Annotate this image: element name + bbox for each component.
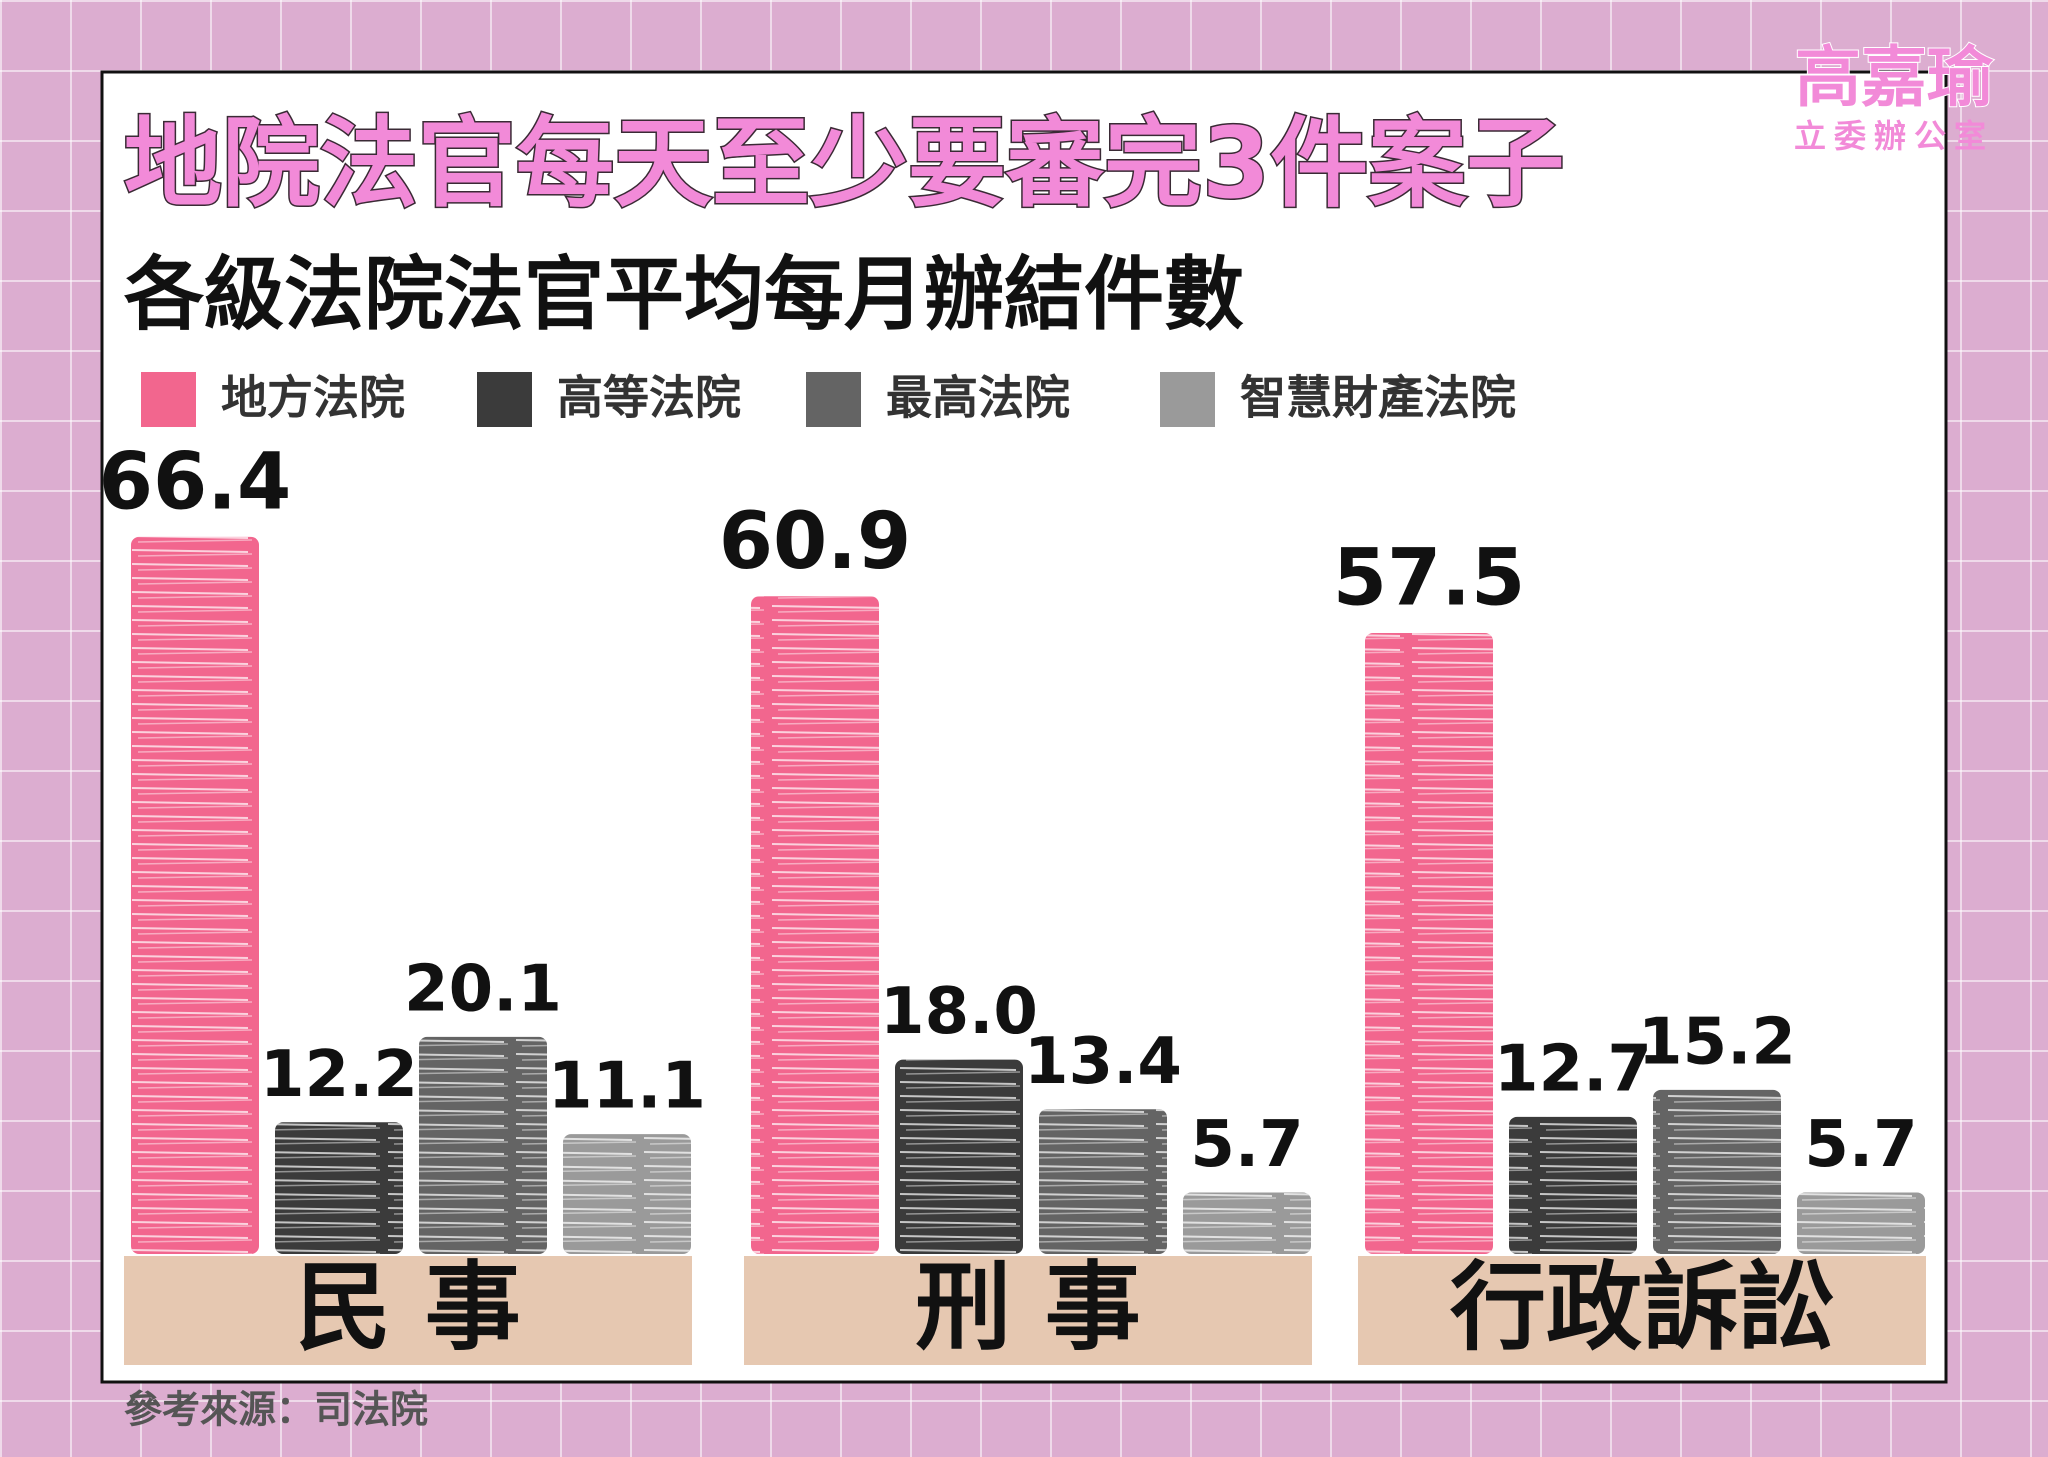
bar-texture [1183, 1192, 1311, 1254]
data-label: 20.1 [404, 952, 562, 1026]
x-tick-label: 行政訴訟 [1450, 1251, 1834, 1363]
chart-subtitle: 各級法院法官平均每月辦結件數 [124, 248, 1244, 341]
legend-label: 地方法院 [221, 371, 405, 425]
data-label: 12.7 [1494, 1032, 1652, 1106]
legend-swatch [1160, 372, 1215, 427]
bar-texture [419, 1036, 547, 1254]
data-label: 60.9 [719, 497, 911, 587]
source-note: 參考來源：司法院 [124, 1388, 428, 1432]
bar-texture [1365, 633, 1493, 1254]
bar-texture [751, 596, 879, 1254]
bar-texture [1509, 1116, 1637, 1254]
bar-texture [1653, 1089, 1781, 1254]
bar-texture [275, 1122, 403, 1254]
bar-texture [131, 536, 259, 1254]
category-band [744, 1256, 1312, 1365]
bar-texture [895, 1059, 1023, 1254]
legend-label: 高等法院 [557, 371, 741, 425]
data-label: 57.5 [1333, 533, 1525, 623]
legend-label: 智慧財產法院 [1240, 371, 1516, 425]
data-label: 12.2 [260, 1038, 418, 1112]
bar-texture [563, 1134, 691, 1254]
category-band [1358, 1256, 1926, 1365]
data-label: 18.0 [880, 975, 1038, 1049]
legend-label: 最高法院 [886, 371, 1070, 425]
bar-texture [1039, 1109, 1167, 1254]
legend-swatch [141, 372, 196, 427]
logo-office: 立委辦公室 [1794, 117, 1994, 155]
data-label: 66.4 [99, 437, 291, 527]
category-band [124, 1256, 692, 1365]
chart-title: 地院法官每天至少要審完3件案子 [124, 107, 1564, 221]
data-label: 15.2 [1638, 1005, 1796, 1079]
bar-texture [1797, 1192, 1925, 1254]
panel [100, 70, 1948, 1384]
data-label: 5.7 [1190, 1108, 1303, 1182]
logo-name: 高嘉瑜 [1795, 39, 1994, 116]
data-label: 11.1 [548, 1050, 706, 1124]
x-tick-label: 民 事 [295, 1251, 520, 1363]
data-label: 13.4 [1024, 1025, 1182, 1099]
x-tick-label: 刑 事 [915, 1251, 1140, 1363]
data-label: 5.7 [1804, 1108, 1917, 1182]
legend-swatch [477, 372, 532, 427]
legend-swatch [806, 372, 861, 427]
